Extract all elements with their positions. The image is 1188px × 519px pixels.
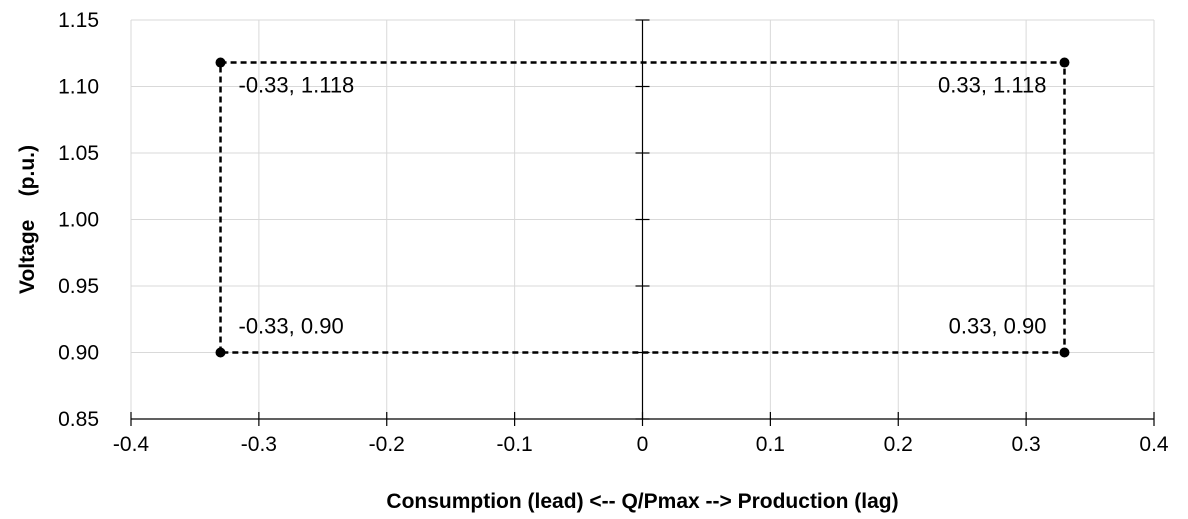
point-annotations: -0.33, 1.118 0.33, 1.118 -0.33, 0.90 0.33, … — [239, 73, 1047, 339]
data-point-0 — [215, 347, 226, 358]
data-point-1 — [215, 57, 226, 68]
y-tick-label-2: 0.95 — [58, 275, 99, 298]
y-tick-label-4: 1.05 — [58, 142, 99, 165]
point-label-2: -0.33, 0.90 — [239, 314, 344, 339]
x-tick-label-0: -0.4 — [113, 433, 150, 456]
point-label-1: 0.33, 1.118 — [938, 73, 1046, 98]
series — [215, 57, 1070, 358]
y-tick-label-3: 1.00 — [58, 209, 99, 232]
x-tick-label-5: 0.1 — [756, 433, 785, 456]
tick-labels: -0.4 -0.3 -0.2 -0.1 0 0.1 0.2 0.3 0.4 0.85 0.90 0.9… — [58, 9, 1169, 456]
axes — [130, 19, 1155, 426]
data-point-2 — [1059, 57, 1070, 68]
x-tick-label-6: 0.2 — [884, 433, 913, 456]
y-tick-label-1: 0.90 — [58, 342, 99, 365]
y-tick-label-5: 1.10 — [58, 76, 99, 99]
point-label-3: 0.33, 0.90 — [949, 314, 1047, 339]
x-tick-label-3: -0.1 — [497, 433, 533, 456]
y-tick-label-6: 1.15 — [58, 9, 99, 32]
x-axis-title: Consumption (lead) <-- Q/Pmax --> Produc… — [386, 490, 898, 513]
x-tick-label-7: 0.3 — [1012, 433, 1041, 456]
x-tick-label-4: 0 — [637, 433, 649, 456]
x-tick-label-1: -0.3 — [241, 433, 277, 456]
y-tick-label-0: 0.85 — [58, 408, 99, 431]
point-label-0: -0.33, 1.118 — [239, 73, 355, 98]
data-point-3 — [1059, 347, 1070, 358]
x-tick-label-8: 0.4 — [1139, 433, 1169, 456]
x-tick-label-2: -0.2 — [369, 433, 405, 456]
y-axis-title: Voltage (p.u.) — [16, 145, 39, 294]
